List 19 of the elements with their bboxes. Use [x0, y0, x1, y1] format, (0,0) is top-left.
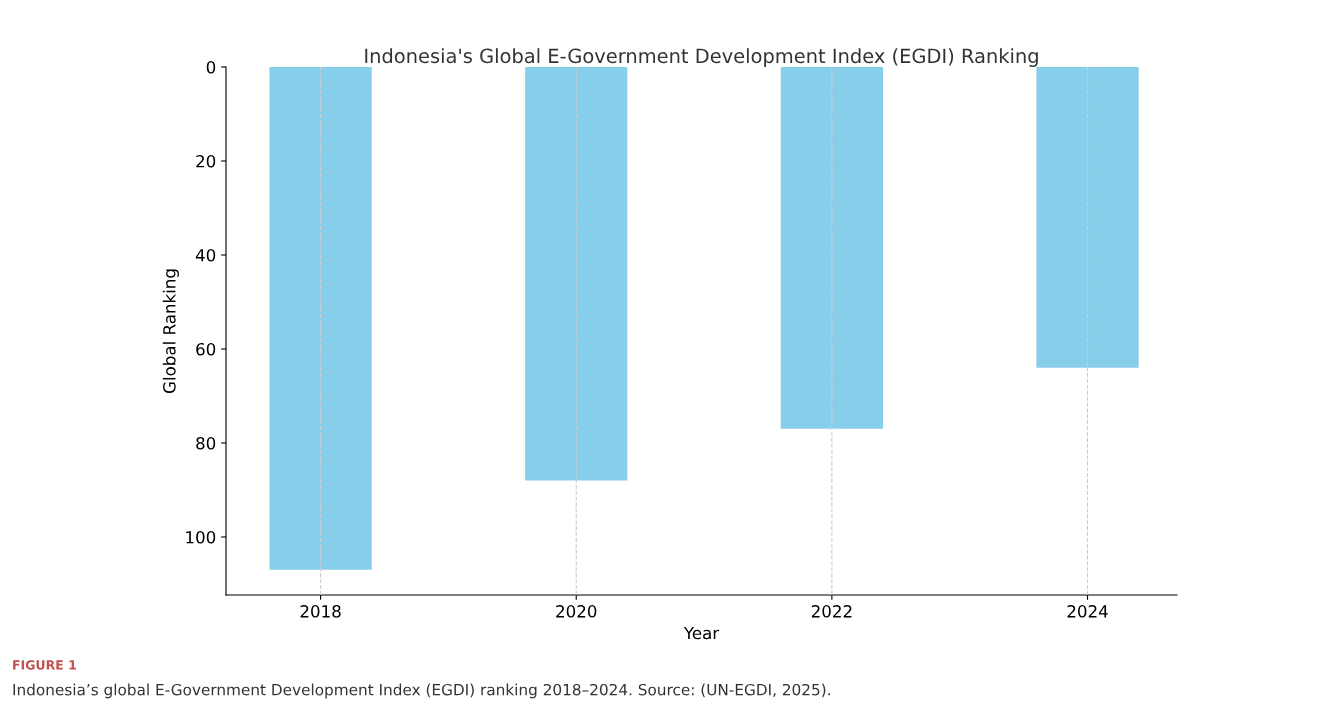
bar [1036, 67, 1139, 368]
chart-title: Indonesia's Global E-Government Development Index (EGDI) Ranking [365, 48, 1038, 67]
y-tick-label: 0 [206, 60, 216, 74]
caption: FIGURE 1 [13, 660, 76, 670]
x-axis-title: Year [683, 626, 720, 640]
text: Indonesia’s global E-Government Development Index (EGDI) ranking 2018–2024. Source: (UN-EGDI, 2025). [13, 683, 830, 699]
bar [269, 67, 372, 570]
y-tick-label: 80 [196, 436, 216, 450]
y-tick-label: 20 [196, 154, 216, 168]
x-tick-label: 2024 [1067, 605, 1108, 618]
y-tick-label: 100 [186, 530, 216, 544]
y-axis-title: Global Ranking [162, 269, 179, 393]
y-tick-label: 60 [196, 342, 216, 356]
bar [525, 67, 628, 481]
y-tick-label: 40 [195, 248, 216, 262]
x-tick-label: 2020 [556, 605, 597, 618]
x-tick-label: 2022 [811, 605, 852, 618]
x-tick-label: 2018 [300, 605, 341, 618]
bar [780, 67, 884, 429]
